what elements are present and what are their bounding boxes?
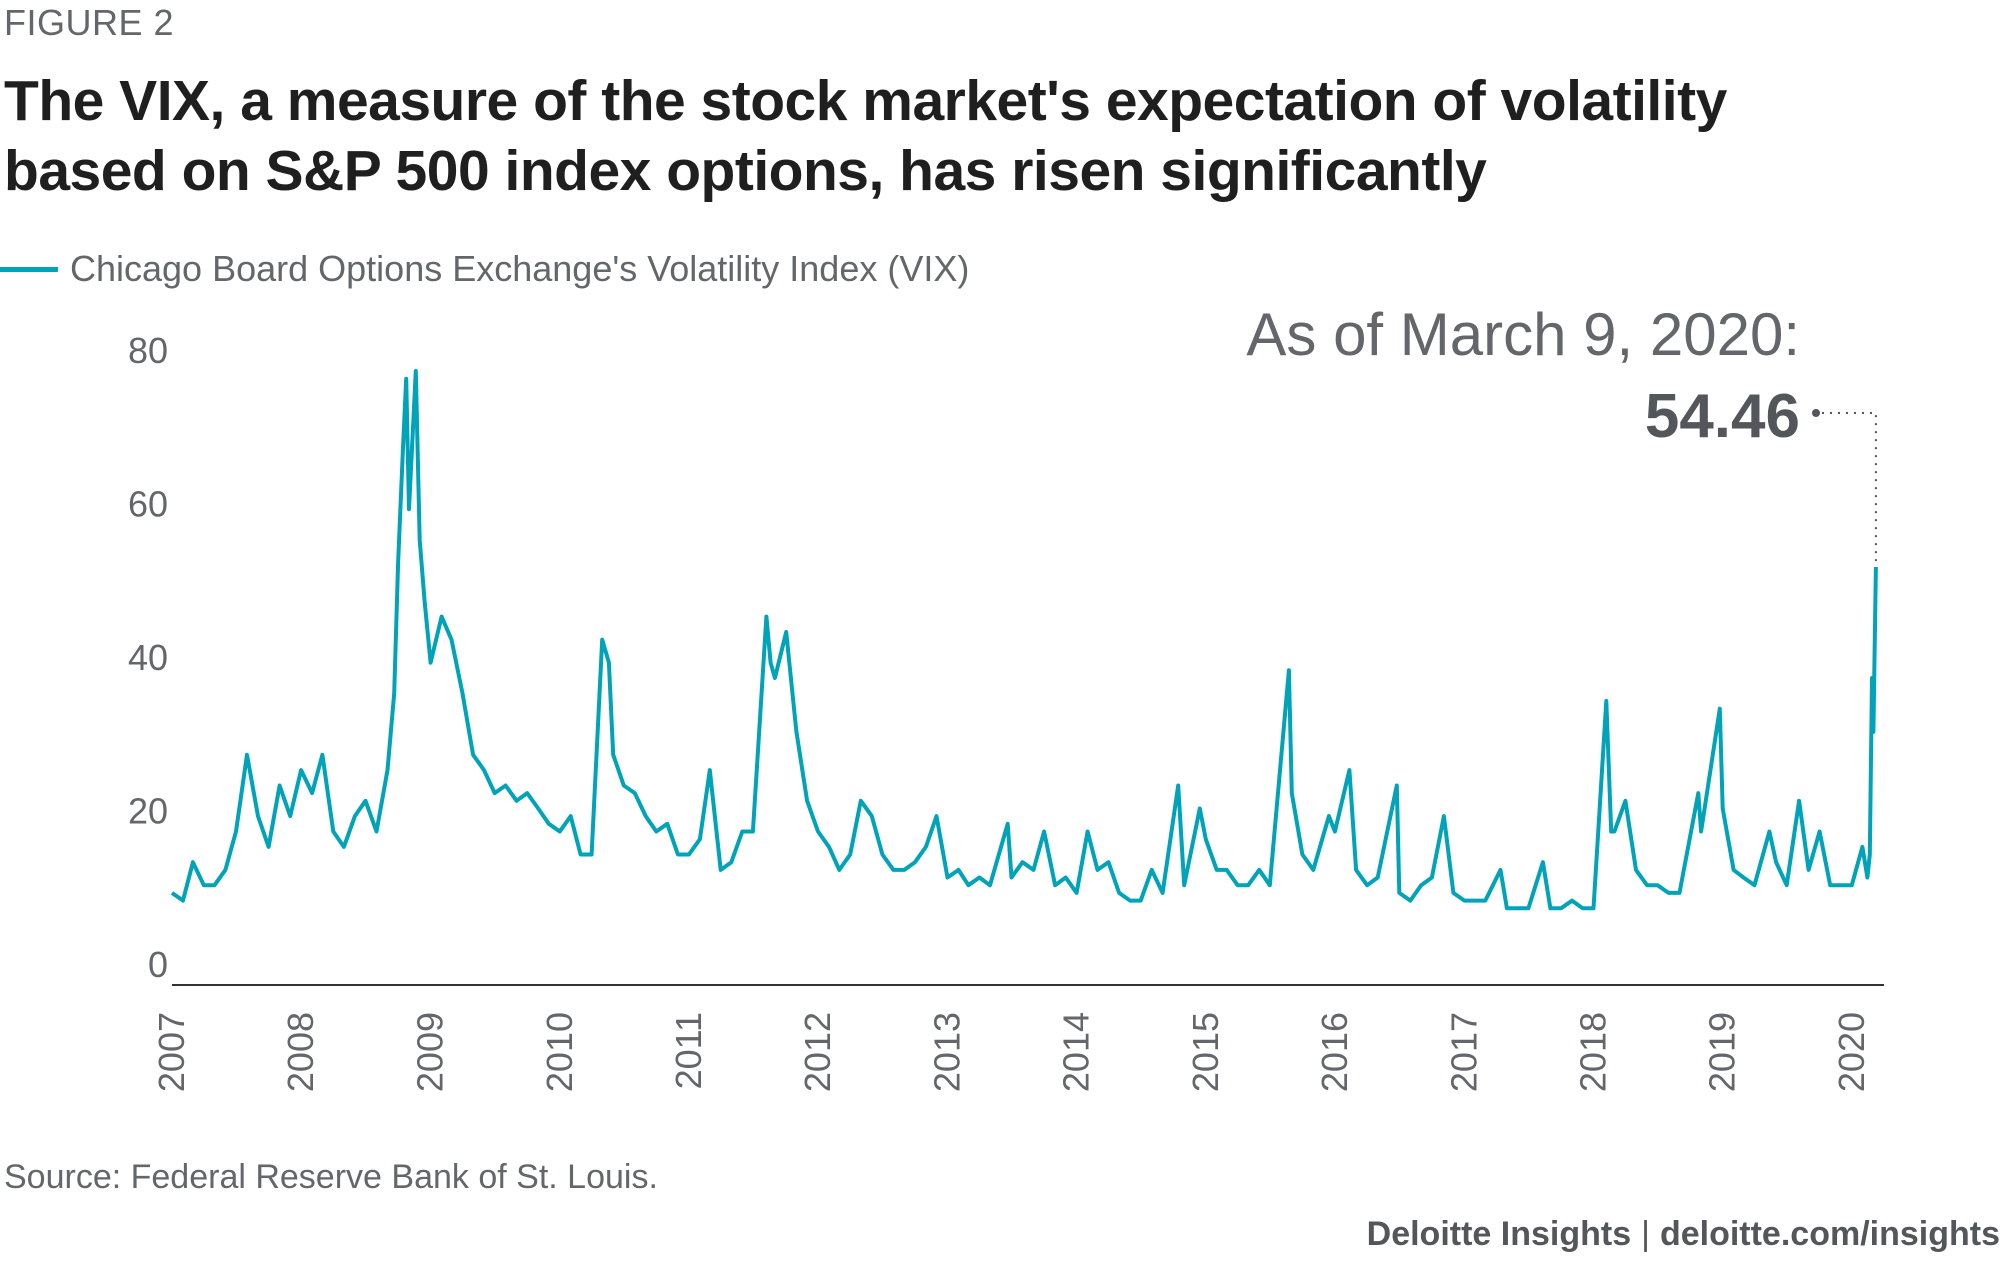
x-tick-label: 2007 bbox=[151, 1012, 192, 1092]
y-axis-tick-labels: 0 20 40 60 80 bbox=[128, 330, 168, 985]
x-tick-label: 2018 bbox=[1573, 1012, 1614, 1092]
x-tick-label: 2019 bbox=[1702, 1012, 1743, 1092]
y-tick-label: 40 bbox=[128, 637, 168, 678]
chart-title: The VIX, a measure of the stock market's… bbox=[4, 69, 1727, 203]
x-tick-label: 2013 bbox=[927, 1012, 968, 1092]
x-tick-label: 2020 bbox=[1831, 1012, 1872, 1092]
x-tick-label: 2017 bbox=[1443, 1012, 1484, 1092]
footer-separator: | bbox=[1641, 1215, 1650, 1253]
x-tick-label: 2010 bbox=[539, 1012, 580, 1092]
x-tick-label: 2011 bbox=[668, 1012, 709, 1089]
annotation-leader-line bbox=[1822, 412, 1877, 567]
legend-label: Chicago Board Options Exchange's Volatil… bbox=[70, 248, 970, 289]
y-tick-label: 60 bbox=[128, 484, 168, 525]
footer-brand: Deloitte Insights bbox=[1366, 1215, 1632, 1253]
y-tick-label: 80 bbox=[128, 330, 168, 371]
annotation: As of March 9, 2020: 54.46 bbox=[1246, 301, 1877, 567]
annotation-label: As of March 9, 2020: bbox=[1246, 301, 1800, 368]
legend-swatch bbox=[0, 266, 58, 272]
footer-url[interactable]: deloitte.com/insights bbox=[1659, 1215, 2000, 1253]
x-tick-label: 2016 bbox=[1314, 1012, 1355, 1092]
annotation-value: 54.46 bbox=[1645, 382, 1800, 451]
footer: Deloitte Insights | deloitte.com/insights bbox=[1367, 1215, 2000, 1254]
x-tick-label: 2008 bbox=[280, 1012, 321, 1092]
x-tick-label: 2009 bbox=[410, 1012, 451, 1092]
annotation-dot bbox=[1812, 409, 1820, 417]
y-tick-label: 0 bbox=[148, 944, 168, 985]
x-axis-tick-labels: 2007 2008 2009 2010 2011 2012 2013 2014 2015 2016… bbox=[151, 1012, 1872, 1092]
y-tick-label: 20 bbox=[128, 791, 168, 832]
source-note: Source: Federal Reserve Bank of St. Loui… bbox=[4, 1158, 658, 1196]
x-tick-label: 2012 bbox=[797, 1012, 838, 1092]
figure-label: FIGURE 2 bbox=[4, 2, 175, 43]
legend: Chicago Board Options Exchange's Volatil… bbox=[0, 246, 969, 292]
x-tick-label: 2014 bbox=[1056, 1012, 1097, 1092]
vix-series-line bbox=[170, 369, 1878, 911]
x-tick-label: 2015 bbox=[1185, 1012, 1226, 1092]
